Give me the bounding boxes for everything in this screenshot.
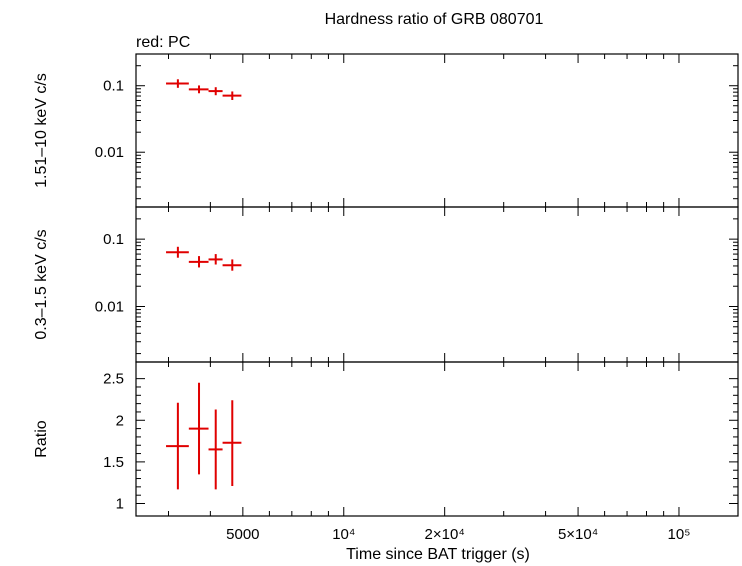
y-tick-label: 1	[116, 496, 124, 513]
y-axis-label-ratio: Ratio	[33, 420, 50, 457]
y-tick-label: 0.01	[95, 299, 124, 316]
y-tick-label: 2	[116, 412, 124, 429]
panel-frame	[135, 53, 739, 208]
data-point	[188, 256, 209, 268]
panel-hard-band: 0.1 0.01 1.51–10 keV c/s	[33, 53, 739, 208]
data-point	[222, 259, 242, 271]
y-tick-label: 0.01	[95, 144, 124, 161]
x-tick-labels: 5000 10⁴ 2×10⁴ 5×10⁴ 10⁵	[226, 526, 690, 543]
y-tick-label: 0.1	[103, 231, 124, 248]
x-tick-label: 10⁴	[332, 526, 355, 543]
x-tick-label: 10⁵	[668, 526, 691, 543]
data-point	[208, 254, 223, 265]
chart-title: Hardness ratio of GRB 080701	[325, 11, 544, 28]
data-point	[188, 382, 209, 475]
x-tick-label: 5000	[226, 526, 259, 543]
panel-frame	[135, 361, 739, 517]
y-tick-label: 2.5	[103, 371, 124, 388]
data-point	[166, 246, 189, 258]
y-tick-label: 1.5	[103, 454, 124, 471]
y-axis-label-hard-band: 1.51–10 keV c/s	[33, 73, 50, 188]
data-point	[188, 85, 209, 94]
x-tick-label: 2×10⁴	[425, 526, 465, 543]
x-tick-label: 5×10⁴	[558, 526, 598, 543]
panels-group: 0.1 0.01 1.51–10 keV c/s 0.1 0.01 0.3–1.5 keV…	[33, 53, 739, 543]
data-point	[222, 400, 242, 487]
data-point	[166, 402, 189, 490]
data-point	[222, 91, 242, 100]
y-tick-label: 0.1	[103, 78, 124, 95]
data-point	[208, 87, 223, 96]
data-point	[166, 79, 189, 88]
data-point	[208, 409, 223, 490]
panel-frame	[135, 206, 739, 363]
x-axis-label: Time since BAT trigger (s)	[346, 546, 530, 563]
y-axis-label-soft-band: 0.3–1.5 keV c/s	[33, 229, 50, 339]
panel-ratio: 1 1.5 2 2.5 Ratio	[33, 361, 739, 517]
chart-subtitle: red: PC	[136, 34, 190, 51]
panel-soft-band: 0.1 0.01 0.3–1.5 keV c/s	[33, 206, 739, 363]
